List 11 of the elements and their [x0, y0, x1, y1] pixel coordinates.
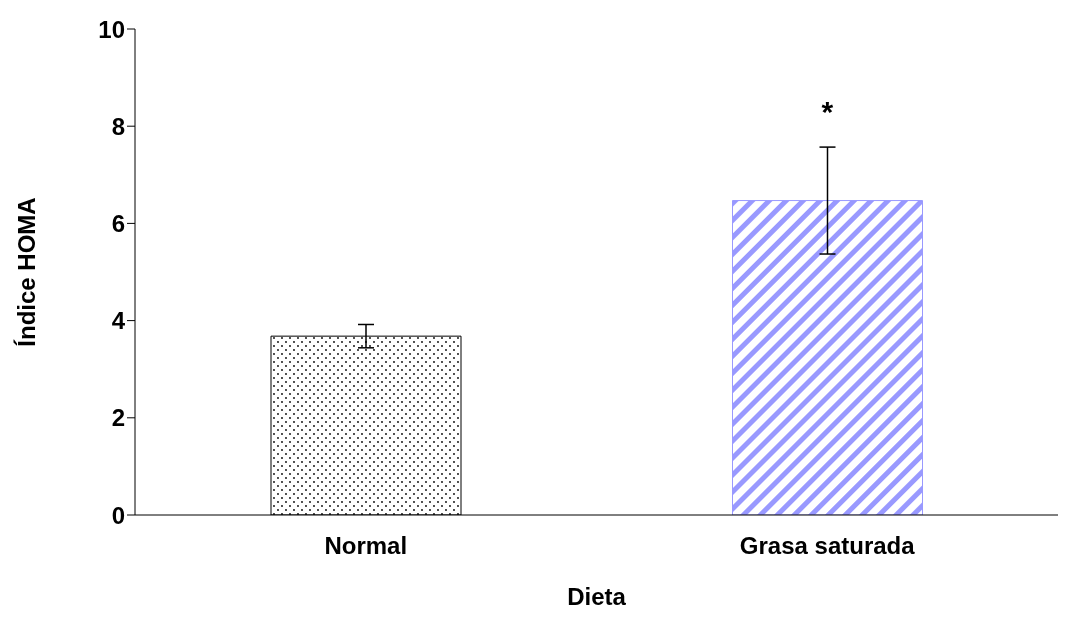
- y-tick-label: 0: [111, 501, 125, 529]
- y-tick-label: 8: [111, 112, 125, 140]
- x-tick-label: Grasa saturada: [739, 532, 916, 560]
- y-axis-title: Índice HOMA: [12, 197, 40, 347]
- y-tick-label: 10: [98, 15, 125, 43]
- x-tick-label: Normal: [324, 532, 408, 560]
- x-axis-title: Dieta: [567, 583, 627, 610]
- annotation: *: [821, 95, 834, 129]
- y-tick-label: 4: [111, 307, 126, 335]
- y-tick-label: 2: [111, 404, 125, 432]
- y-tick-label: 6: [111, 209, 125, 237]
